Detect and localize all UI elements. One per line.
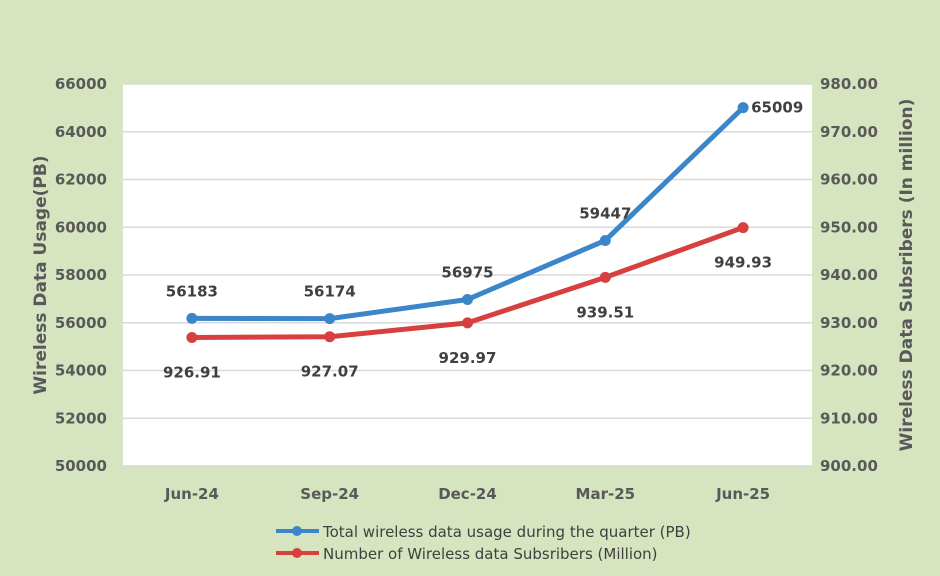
- y2-tick-label: 950.00: [820, 218, 878, 236]
- data-point: [599, 271, 611, 283]
- x-tick-label: Dec-24: [438, 485, 497, 503]
- y2-tick-label: 910.00: [820, 409, 878, 427]
- data-point: [462, 293, 473, 305]
- data-point: [737, 222, 749, 234]
- data-point: [462, 317, 473, 329]
- y-tick-label: 58000: [55, 266, 107, 284]
- y-axis-label: Wireless Data Usage(PB): [31, 155, 51, 394]
- y2-axis-label: Wireless Data Subsribers (In million): [897, 99, 917, 452]
- data-point: [737, 102, 749, 114]
- x-tick-label: Sep-24: [300, 485, 359, 503]
- data-label: 59447: [579, 204, 631, 222]
- legend-label: Number of Wireless data Subsribers (Mill…: [323, 545, 658, 563]
- legend-item: Number of Wireless data Subsribers (Mill…: [276, 545, 658, 563]
- legend-label: Total wireless data usage during the qua…: [322, 523, 691, 541]
- legend-item: Total wireless data usage during the qua…: [276, 523, 691, 541]
- y-tick-label: 56000: [55, 314, 107, 332]
- data-label: 65009: [751, 99, 803, 117]
- data-point: [324, 313, 336, 325]
- y-tick-label: 52000: [55, 409, 107, 427]
- y2-tick-label: 960.00: [820, 171, 878, 189]
- y-tick-label: 66000: [55, 75, 107, 93]
- y2-tick-label: 940.00: [820, 266, 878, 284]
- y2-tick-label: 900.00: [820, 457, 878, 475]
- legend-marker: [292, 548, 302, 558]
- y-tick-label: 64000: [55, 123, 107, 141]
- data-point: [186, 312, 198, 324]
- x-tick-label: Jun-25: [715, 485, 770, 503]
- data-point: [324, 331, 336, 343]
- x-tick-label: Mar-25: [576, 485, 636, 503]
- y2-tick-label: 920.00: [820, 362, 878, 380]
- data-label: 56183: [166, 282, 218, 300]
- y2-tick-label: 930.00: [820, 314, 878, 332]
- data-label: 926.91: [163, 364, 221, 382]
- y-tick-label: 60000: [55, 218, 107, 236]
- y-tick-label: 54000: [55, 362, 107, 380]
- data-label: 939.51: [576, 303, 634, 321]
- data-label: 56174: [304, 283, 356, 301]
- legend-marker: [292, 526, 302, 536]
- data-label: 56975: [441, 263, 493, 281]
- y-tick-label: 50000: [55, 457, 107, 475]
- x-tick-label: Jun-24: [164, 485, 219, 503]
- data-point: [186, 332, 198, 344]
- y-tick-label: 62000: [55, 171, 107, 189]
- data-label: 949.93: [714, 254, 772, 272]
- data-label: 929.97: [439, 349, 497, 367]
- y2-tick-label: 980.00: [820, 75, 878, 93]
- y2-tick-label: 970.00: [820, 123, 878, 141]
- data-label: 927.07: [301, 363, 359, 381]
- data-point: [599, 234, 611, 246]
